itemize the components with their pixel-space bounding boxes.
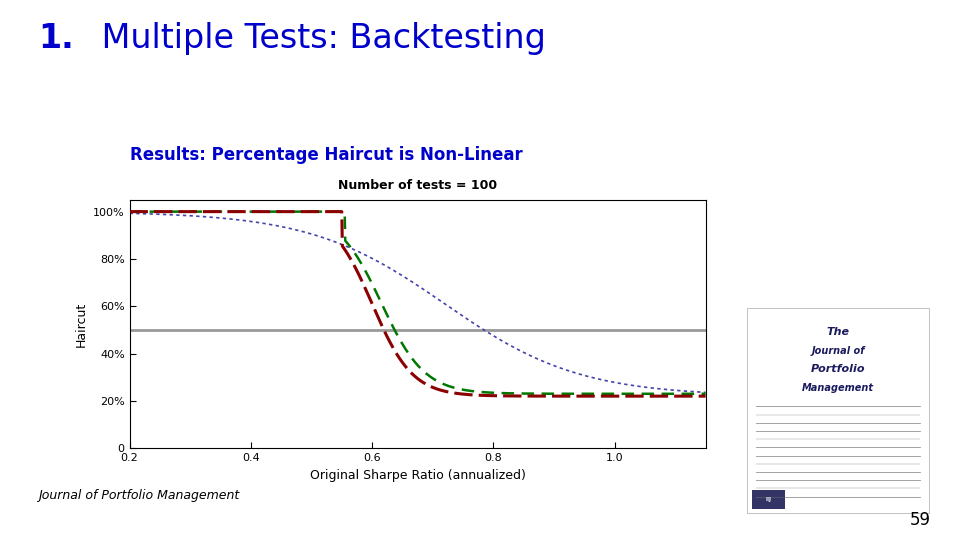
Text: 1.: 1. [38, 22, 74, 55]
Y-axis label: Haircut: Haircut [75, 301, 87, 347]
X-axis label: Original Sharpe Ratio (annualized): Original Sharpe Ratio (annualized) [310, 469, 525, 482]
Text: Journal of Portfolio Management: Journal of Portfolio Management [38, 489, 240, 502]
Text: Results: Percentage Haircut is Non-Linear: Results: Percentage Haircut is Non-Linea… [130, 146, 522, 164]
Text: Journal of: Journal of [811, 346, 865, 356]
Text: The: The [827, 327, 850, 338]
Text: Management: Management [802, 383, 874, 393]
Bar [753, 490, 785, 509]
Text: 59: 59 [910, 511, 931, 529]
Text: Multiple Tests: Backtesting: Multiple Tests: Backtesting [91, 22, 546, 55]
Text: Portfolio: Portfolio [811, 364, 865, 374]
Text: Number of tests = 100: Number of tests = 100 [338, 179, 497, 192]
Text: IIJ: IIJ [766, 497, 772, 502]
